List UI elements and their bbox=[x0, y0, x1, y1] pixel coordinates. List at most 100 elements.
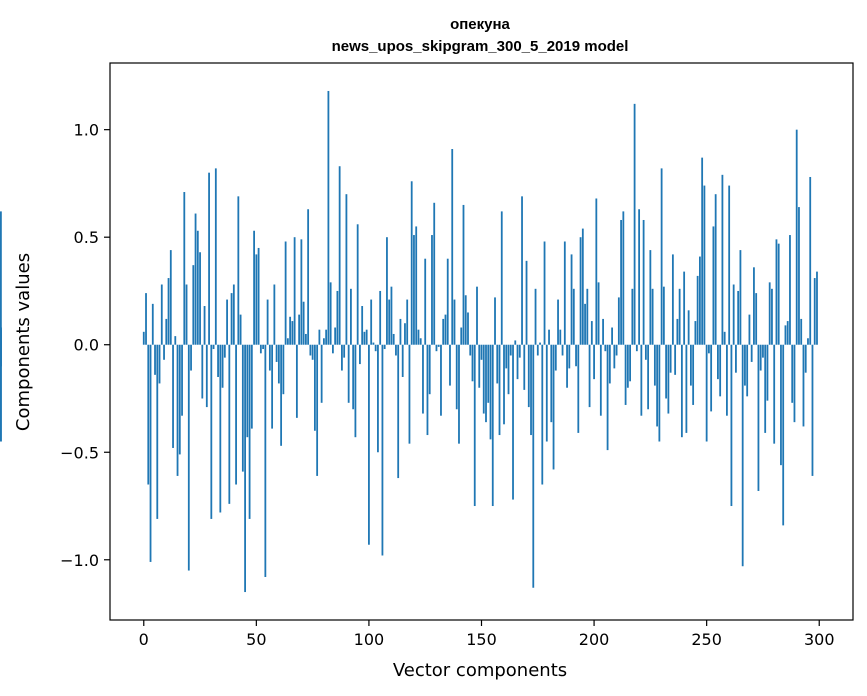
bar bbox=[0, 327, 2, 345]
bar bbox=[264, 344, 267, 577]
bar bbox=[773, 344, 776, 444]
bar bbox=[190, 344, 192, 371]
bar bbox=[151, 303, 154, 345]
bar bbox=[214, 168, 217, 345]
bar bbox=[201, 344, 204, 399]
bar bbox=[417, 329, 420, 345]
bar bbox=[401, 344, 404, 377]
bar bbox=[354, 344, 357, 438]
bar bbox=[689, 344, 692, 386]
bar bbox=[320, 344, 323, 403]
bar bbox=[687, 310, 690, 345]
bar bbox=[386, 237, 388, 345]
bar bbox=[181, 344, 183, 416]
bar bbox=[622, 211, 625, 345]
bar bbox=[581, 228, 584, 345]
bar bbox=[316, 344, 319, 476]
bar bbox=[244, 344, 246, 593]
bar bbox=[428, 344, 431, 395]
bar bbox=[629, 344, 631, 382]
bar bbox=[768, 282, 771, 345]
bar bbox=[804, 344, 807, 373]
bar bbox=[192, 265, 195, 345]
bar bbox=[710, 344, 713, 412]
y-axis: −1.0 −0.5 0.0 0.5 1.0 bbox=[60, 121, 110, 570]
bar bbox=[523, 344, 526, 390]
bar bbox=[397, 344, 400, 479]
bar bbox=[253, 230, 255, 345]
bar bbox=[363, 331, 366, 345]
bar bbox=[496, 344, 499, 384]
bar bbox=[343, 344, 346, 358]
bar bbox=[419, 338, 422, 345]
bar bbox=[498, 344, 501, 436]
bar bbox=[458, 344, 460, 444]
bar bbox=[667, 344, 670, 414]
bar bbox=[478, 344, 481, 388]
bar bbox=[0, 211, 2, 345]
bar bbox=[712, 226, 715, 345]
bar bbox=[462, 204, 465, 345]
bar bbox=[813, 278, 816, 345]
bar bbox=[381, 344, 384, 556]
bar bbox=[617, 297, 620, 345]
bar bbox=[255, 254, 258, 345]
bar bbox=[286, 338, 289, 345]
bar bbox=[196, 230, 199, 345]
bar bbox=[372, 342, 375, 345]
bar bbox=[226, 299, 228, 345]
bar bbox=[230, 293, 233, 345]
bar bbox=[726, 344, 728, 416]
bar bbox=[548, 329, 550, 345]
bar bbox=[728, 185, 731, 345]
bar bbox=[762, 344, 764, 358]
bar bbox=[413, 235, 415, 345]
bar bbox=[482, 344, 485, 414]
bar bbox=[219, 344, 222, 513]
bar bbox=[647, 344, 650, 410]
bar bbox=[424, 258, 427, 345]
bar bbox=[154, 344, 156, 375]
bar bbox=[235, 344, 237, 485]
bar bbox=[554, 344, 557, 371]
bar bbox=[307, 209, 310, 345]
bar bbox=[658, 344, 661, 442]
bar bbox=[392, 333, 395, 345]
bar bbox=[586, 288, 589, 345]
bar bbox=[599, 344, 602, 416]
bar bbox=[525, 260, 528, 345]
bar bbox=[590, 321, 593, 345]
bar bbox=[723, 331, 726, 345]
bar bbox=[304, 333, 307, 345]
bar bbox=[446, 258, 449, 345]
bar bbox=[816, 271, 818, 345]
bar bbox=[662, 286, 665, 345]
bar bbox=[789, 235, 791, 345]
bar bbox=[719, 344, 722, 397]
bar bbox=[440, 344, 442, 416]
x-axis-label: Vector components bbox=[393, 660, 567, 681]
bar bbox=[527, 344, 530, 408]
bar bbox=[338, 166, 341, 345]
bar bbox=[640, 344, 643, 416]
bar bbox=[275, 344, 278, 362]
bar bbox=[374, 344, 377, 352]
bar bbox=[0, 344, 2, 367]
bar bbox=[435, 344, 438, 352]
bar bbox=[368, 344, 370, 545]
bar bbox=[473, 344, 476, 507]
bar bbox=[683, 271, 686, 345]
bar bbox=[608, 344, 611, 384]
bar bbox=[696, 275, 699, 345]
bar bbox=[802, 344, 805, 427]
bar bbox=[203, 306, 206, 345]
bar bbox=[266, 299, 269, 345]
bar bbox=[784, 325, 787, 345]
plot-frame bbox=[109, 62, 854, 621]
bar bbox=[273, 284, 276, 345]
bar bbox=[651, 288, 654, 345]
bar bbox=[395, 344, 397, 356]
bar bbox=[471, 344, 474, 382]
bar bbox=[777, 243, 780, 345]
y-tick-label: 1.0 bbox=[74, 121, 99, 140]
